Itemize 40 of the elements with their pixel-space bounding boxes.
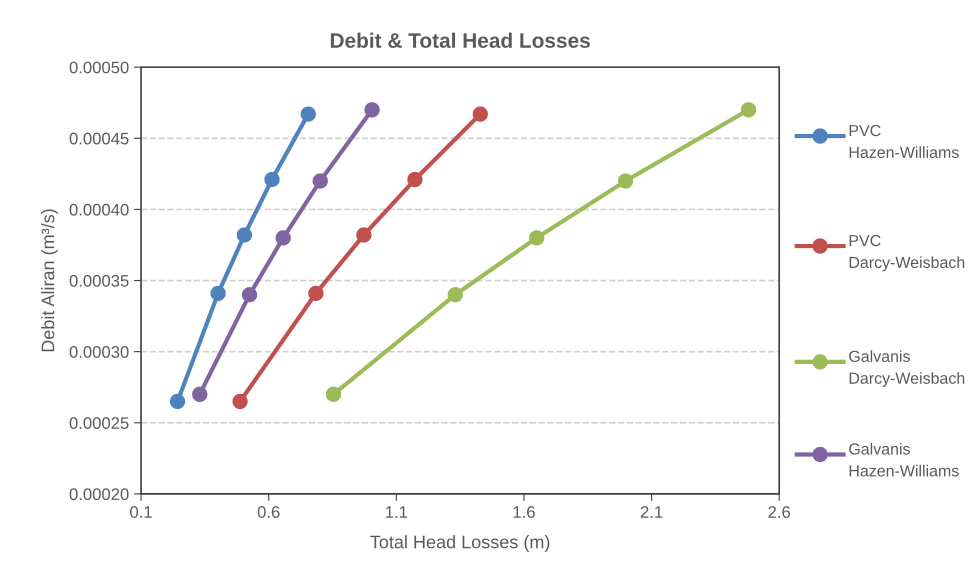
y-tick-label: 0.00040 <box>70 204 129 216</box>
point <box>356 227 372 243</box>
chart-title: Debit & Total Head Losses <box>330 32 590 48</box>
point <box>264 172 280 188</box>
point <box>472 106 488 122</box>
point <box>326 386 342 402</box>
point <box>448 287 463 302</box>
point <box>300 106 316 122</box>
x-tick-label: 2.6 <box>768 506 790 518</box>
point <box>407 172 423 188</box>
point <box>192 386 208 402</box>
legend-label: Galvanis Hazen-Williams <box>849 442 959 476</box>
point <box>276 230 291 246</box>
point <box>210 286 226 301</box>
x-tick-label: 0.1 <box>130 506 152 518</box>
point <box>312 173 328 189</box>
y-axis-title: Debit Aliran (m³/s) <box>41 209 58 352</box>
x-tick-label: 2.1 <box>640 506 662 518</box>
point <box>236 227 252 243</box>
legend-label: Galvanis Darcy-Weisbach <box>849 350 964 388</box>
point <box>170 394 186 410</box>
y-tick-label: 0.00030 <box>70 346 129 358</box>
point <box>242 287 258 302</box>
y-tick-label: 0.00035 <box>70 274 129 287</box>
x-tick-label: 0.6 <box>258 506 280 518</box>
point <box>232 394 248 410</box>
legend-label: PVC Darcy-Weisbach <box>850 234 964 272</box>
legend-label: PVC Hazen-Williams <box>850 124 959 158</box>
y-tick-label: 0.00045 <box>70 132 129 144</box>
point <box>364 102 380 118</box>
point <box>529 230 544 246</box>
point <box>618 173 634 189</box>
y-tick-label: 0.00050 <box>70 62 129 74</box>
x-tick-label: 1.6 <box>514 506 535 518</box>
x-tick-label: 1.1 <box>386 506 408 518</box>
y-tick-label: 0.00020 <box>70 488 129 500</box>
x-axis-title: Total Head Losses (m) <box>370 535 550 552</box>
y-tick-label: 0.00025 <box>70 417 129 429</box>
point <box>740 102 756 118</box>
point <box>308 286 324 301</box>
